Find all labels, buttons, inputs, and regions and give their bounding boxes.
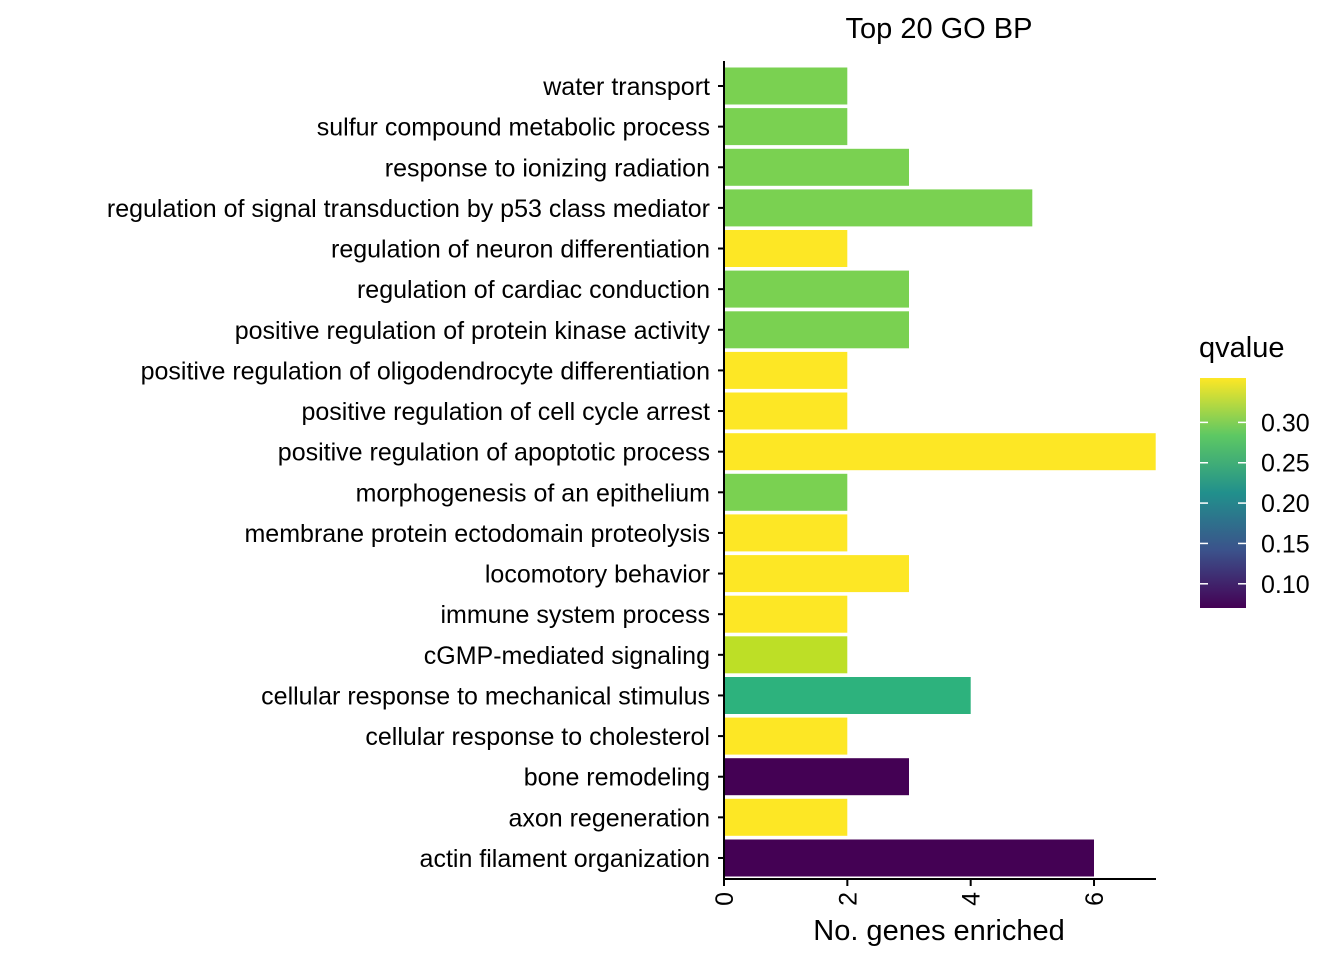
bar	[724, 636, 848, 674]
bar	[724, 392, 848, 430]
bar	[724, 758, 909, 796]
category-label: morphogenesis of an epithelium	[356, 479, 710, 507]
bar	[724, 595, 848, 633]
legend-tick-label: 0.10	[1261, 571, 1310, 599]
bar	[724, 189, 1033, 227]
category-label: regulation of cardiac conduction	[357, 276, 710, 304]
bar	[724, 67, 848, 105]
category-label: cellular response to cholesterol	[365, 723, 710, 751]
bar	[724, 351, 848, 389]
legend-title: qvalue	[1199, 332, 1284, 364]
bar	[724, 677, 971, 714]
legend-tick-label: 0.15	[1261, 530, 1310, 558]
bar	[724, 473, 848, 511]
category-label: positive regulation of oligodendrocyte d…	[141, 357, 710, 385]
x-tick-label: 2	[834, 892, 862, 906]
bar	[724, 148, 909, 186]
bar	[724, 108, 848, 146]
category-label: immune system process	[440, 601, 710, 629]
x-axis-ticks: 0 2 4 6	[711, 879, 1109, 906]
qvalue-legend: qvalue 0.10 0.15 0.20 0.25 0.30	[1199, 332, 1310, 608]
category-label: axon regeneration	[508, 804, 710, 832]
legend-ticks: 0.10 0.15 0.20 0.25 0.30	[1200, 409, 1310, 599]
bar	[724, 555, 909, 593]
bar	[724, 839, 1094, 877]
legend-tick-label: 0.20	[1261, 490, 1310, 518]
x-tick-label: 6	[1081, 892, 1109, 906]
bar	[724, 514, 848, 552]
category-label: cellular response to mechanical stimulus	[261, 683, 710, 711]
bar	[724, 798, 848, 836]
x-tick-label: 4	[958, 892, 986, 906]
bar	[724, 433, 1156, 471]
chart-title: Top 20 GO BP	[846, 13, 1033, 45]
legend-tick-label: 0.30	[1261, 409, 1310, 437]
legend-tick-label: 0.25	[1261, 450, 1310, 478]
category-label: positive regulation of protein kinase ac…	[235, 317, 711, 345]
category-label: regulation of signal transduction by p53…	[107, 195, 710, 223]
category-label: locomotory behavior	[485, 561, 710, 589]
category-labels: water transport sulfur compound metabolic…	[107, 73, 724, 873]
category-label: cGMP-mediated signaling	[424, 642, 710, 670]
category-label: regulation of neuron differentiation	[331, 236, 710, 264]
x-axis-label: No. genes enriched	[813, 915, 1065, 947]
category-label: response to ionizing radiation	[385, 154, 710, 182]
bar	[724, 230, 848, 267]
bars-layer	[724, 67, 1156, 877]
bar	[724, 717, 848, 755]
x-tick-label: 0	[711, 892, 739, 906]
category-label: positive regulation of cell cycle arrest	[301, 398, 710, 426]
category-label: membrane protein ectodomain proteolysis	[244, 520, 710, 548]
category-label: bone remodeling	[524, 764, 710, 792]
category-label: water transport	[542, 73, 710, 101]
legend-colorbar	[1200, 378, 1246, 608]
category-label: actin filament organization	[420, 845, 710, 873]
bar	[724, 311, 909, 349]
category-label: positive regulation of apoptotic process	[278, 439, 710, 467]
category-label: sulfur compound metabolic process	[317, 114, 710, 142]
bar	[724, 270, 909, 308]
